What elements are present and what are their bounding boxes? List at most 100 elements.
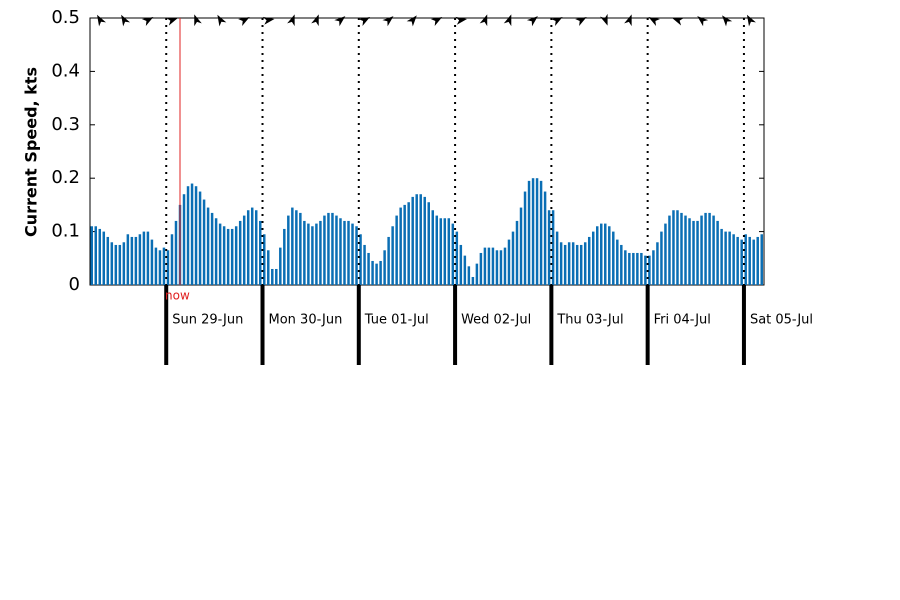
bar <box>387 236 390 285</box>
now-label: now <box>165 289 190 303</box>
bar <box>363 244 366 285</box>
bar <box>246 210 250 285</box>
bar <box>616 239 619 285</box>
bar <box>563 244 567 285</box>
bar <box>138 234 142 285</box>
bar <box>214 218 218 285</box>
bar <box>439 218 443 285</box>
direction-arrow <box>479 14 488 27</box>
bar <box>158 250 162 285</box>
bar <box>632 252 635 285</box>
bar <box>696 220 699 285</box>
bar <box>327 212 330 285</box>
bar <box>399 207 402 285</box>
y-axis-label: Current Speed, kts <box>22 67 41 237</box>
direction-arrow <box>503 14 512 27</box>
bar <box>347 220 350 285</box>
bar <box>279 247 282 285</box>
bar <box>475 263 479 285</box>
bar <box>154 247 158 285</box>
bar <box>459 244 463 285</box>
bar <box>716 220 719 285</box>
bar <box>98 228 102 285</box>
bar <box>604 223 607 285</box>
x-tick-label: Fri 04-Jul <box>654 313 711 328</box>
bar <box>583 242 587 285</box>
bar <box>427 202 430 285</box>
direction-arrow <box>455 16 468 25</box>
bar <box>226 228 230 285</box>
y-tick-label: 0 <box>69 274 80 295</box>
bar <box>503 247 507 285</box>
bar <box>379 260 382 285</box>
bar <box>479 252 483 285</box>
bar <box>254 210 258 285</box>
bar <box>575 244 579 285</box>
direction-arrow <box>97 14 106 27</box>
bar <box>656 242 659 285</box>
bar <box>660 231 663 285</box>
direction-arrow <box>697 16 709 27</box>
bar <box>383 250 386 285</box>
direction-arrow <box>526 16 538 27</box>
direction-arrow <box>334 16 346 27</box>
bar <box>134 236 138 285</box>
direction-arrow <box>121 14 131 27</box>
bar <box>664 223 667 285</box>
bar <box>267 250 270 285</box>
direction-arrow <box>648 17 661 26</box>
bar <box>551 210 555 285</box>
bar <box>491 247 495 285</box>
bar <box>680 212 683 285</box>
bar <box>210 212 214 285</box>
bar <box>724 231 727 285</box>
direction-arrow <box>217 14 227 27</box>
bar <box>748 236 751 285</box>
bar <box>668 215 671 285</box>
bar <box>567 242 571 285</box>
direction-arrow <box>311 14 319 27</box>
bar <box>507 239 511 285</box>
direction-arrow <box>141 17 154 26</box>
x-tick-label: Wed 02-Jul <box>461 313 531 328</box>
bar <box>339 218 342 285</box>
bar <box>395 215 398 285</box>
bar <box>431 210 434 285</box>
direction-arrow <box>262 16 275 25</box>
y-tick-label: 0.3 <box>51 114 80 135</box>
bar <box>230 228 234 285</box>
bar <box>555 231 559 285</box>
bar <box>150 239 154 285</box>
bar <box>692 220 695 285</box>
bar <box>367 252 370 285</box>
direction-arrow <box>746 14 756 27</box>
direction-arrow <box>406 15 417 27</box>
bar <box>202 199 206 285</box>
bar <box>443 218 447 285</box>
bar <box>323 215 326 285</box>
bar <box>752 239 755 285</box>
bar <box>499 250 503 285</box>
bar <box>579 244 583 285</box>
bar <box>644 255 647 285</box>
bar <box>142 231 146 285</box>
bar <box>760 234 763 285</box>
bar <box>515 220 519 285</box>
bar <box>600 223 603 285</box>
bar <box>182 194 186 285</box>
bar <box>700 215 703 285</box>
plot-frame <box>89 17 765 286</box>
bar <box>102 231 106 285</box>
bar <box>547 210 551 285</box>
bar <box>628 252 631 285</box>
direction-arrow <box>287 14 295 27</box>
bar <box>222 226 226 285</box>
direction-arrow <box>382 16 394 27</box>
bar <box>186 186 190 285</box>
bar <box>587 236 591 285</box>
x-tick-label: Thu 03-Jul <box>556 313 623 328</box>
direction-arrow <box>624 14 632 27</box>
bar <box>359 234 362 285</box>
bar <box>740 239 743 285</box>
bar <box>114 244 118 285</box>
